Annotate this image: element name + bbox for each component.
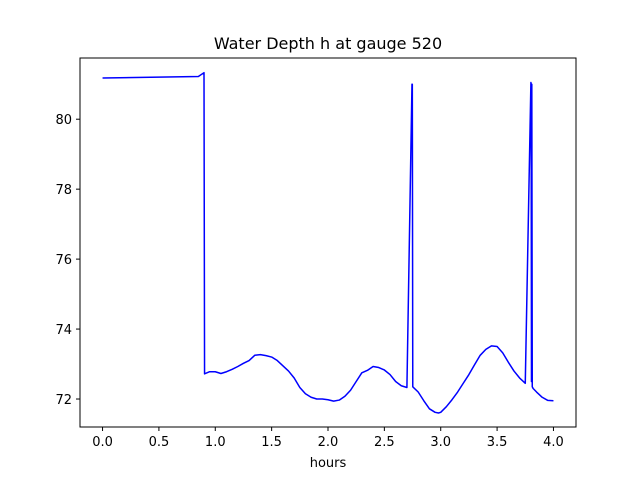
x-tick-label: 3.0 [430,435,451,450]
chart-title: Water Depth h at gauge 520 [214,34,442,53]
y-tick-label: 80 [55,113,72,128]
x-tick-label: 2.0 [318,435,339,450]
y-tick-label: 78 [55,183,72,198]
plot-area [102,71,554,414]
x-tick-label: 3.5 [487,435,508,450]
x-tick-label: 0.0 [92,435,113,450]
plot-frame [79,57,577,428]
x-tick-label: 0.5 [149,435,170,450]
y-tick-label: 76 [55,253,72,268]
x-axis-label: hours [310,456,347,471]
x-tick-label: 1.0 [205,435,226,450]
y-tick-label: 74 [55,323,72,338]
x-tick-label: 2.5 [374,435,395,450]
x-tick-label: 4.0 [543,435,564,450]
x-tick-label: 1.5 [261,435,282,450]
series-line-0 [102,71,554,414]
x-axis: 0.0 0.5 1.0 1.5 2.0 2.5 3.0 3.5 4.0 [92,427,564,450]
y-axis: 72 74 76 78 80 [55,113,80,408]
y-tick-label: 72 [55,393,72,408]
